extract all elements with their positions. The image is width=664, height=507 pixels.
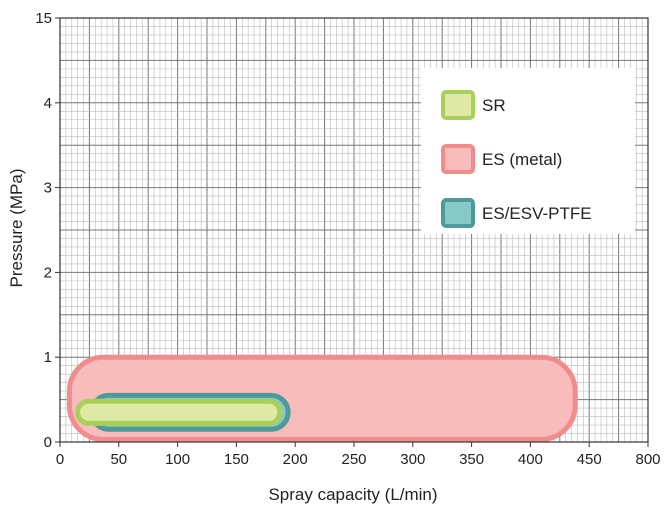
x-tick-label: 300 — [400, 451, 425, 468]
x-tick-label: 350 — [459, 451, 484, 468]
x-tick-label: 0 — [56, 451, 64, 468]
plot-frame — [55, 17, 649, 447]
x-tick-label: 250 — [341, 451, 366, 468]
y-tick-label: 0 — [44, 434, 52, 451]
x-tick-label: 100 — [165, 451, 190, 468]
y-tick-label: 3 — [44, 180, 52, 197]
x-tick-label: 450 — [577, 451, 602, 468]
y-tick-labels: 0 1 2 3 4 15 — [35, 10, 52, 451]
regions — [66, 354, 578, 442]
x-tick-label: 400 — [518, 451, 543, 468]
y-axis-label: Pressure (MPa) — [7, 168, 26, 287]
legend-swatch — [441, 90, 475, 120]
legend-label: ES (metal) — [482, 150, 562, 169]
x-tick-labels: 0 50 100 150 200 250 300 350 400 450 800 — [56, 451, 661, 468]
x-axis-label: Spray capacity (L/min) — [268, 485, 437, 504]
x-tick-label: 50 — [110, 451, 127, 468]
legend-label: SR — [482, 96, 506, 115]
y-tick-label: 4 — [44, 95, 52, 112]
x-tick-label: 200 — [283, 451, 308, 468]
x-tick-label: 800 — [635, 451, 660, 468]
x-tick-label: 150 — [224, 451, 249, 468]
y-tick-label: 1 — [44, 349, 52, 366]
legend: SR ES (metal) ES/ESV-PTFE — [421, 68, 635, 234]
legend-swatch — [441, 198, 475, 228]
region-sr — [75, 398, 283, 426]
y-tick-label: 2 — [44, 264, 52, 281]
legend-swatch — [441, 144, 475, 174]
y-tick-label: 15 — [35, 10, 52, 27]
legend-label: ES/ESV-PTFE — [482, 204, 592, 223]
